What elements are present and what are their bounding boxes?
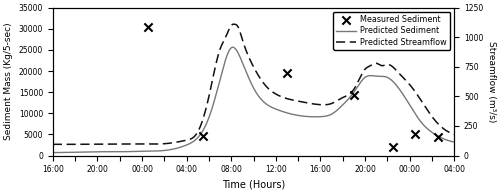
Predicted Sediment	[366, 74, 372, 77]
Predicted Streamflow	[235, 25, 241, 28]
Predicted Streamflow	[440, 127, 446, 129]
Measured Sediment	[283, 72, 291, 75]
Measured Sediment	[144, 25, 152, 28]
Predicted Streamflow	[50, 143, 56, 146]
Predicted Sediment	[451, 141, 457, 143]
Line: Predicted Sediment: Predicted Sediment	[53, 47, 454, 153]
Measured Sediment	[411, 133, 419, 136]
Measured Sediment	[200, 134, 207, 137]
Y-axis label: Streamflow (m³/s): Streamflow (m³/s)	[487, 41, 496, 122]
Predicted Streamflow	[451, 133, 457, 135]
Predicted Streamflow	[440, 127, 446, 129]
Predicted Streamflow	[246, 55, 252, 57]
Predicted Sediment	[230, 46, 235, 48]
Predicted Sediment	[50, 152, 56, 154]
Legend: Measured Sediment, Predicted Sediment, Predicted Streamflow: Measured Sediment, Predicted Sediment, P…	[333, 12, 450, 50]
Predicted Streamflow	[70, 143, 76, 146]
X-axis label: Time (Hours): Time (Hours)	[222, 180, 285, 190]
Measured Sediment	[434, 136, 442, 139]
Predicted Sediment	[440, 137, 446, 140]
Predicted Sediment	[245, 75, 251, 78]
Predicted Streamflow	[230, 23, 236, 25]
Y-axis label: Sediment Mass (Kg/5-sec): Sediment Mass (Kg/5-sec)	[4, 23, 13, 140]
Predicted Streamflow	[366, 65, 372, 68]
Predicted Sediment	[440, 137, 446, 140]
Predicted Sediment	[234, 51, 240, 53]
Measured Sediment	[350, 93, 358, 96]
Line: Predicted Streamflow: Predicted Streamflow	[53, 24, 454, 144]
Predicted Streamflow	[60, 143, 66, 146]
Predicted Sediment	[70, 151, 76, 153]
Measured Sediment	[389, 146, 397, 149]
